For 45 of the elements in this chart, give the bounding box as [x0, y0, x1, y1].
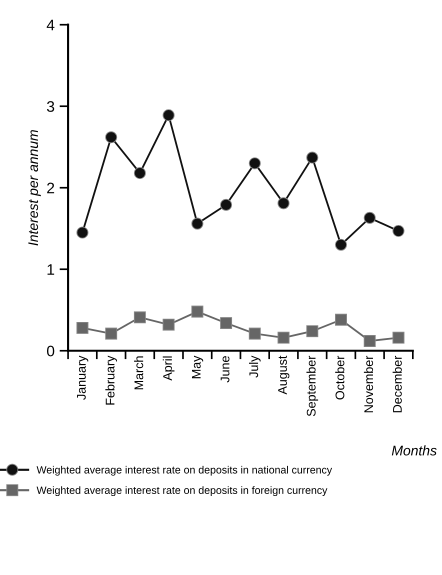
point — [248, 328, 261, 340]
x-tick-label: September — [306, 356, 318, 416]
point — [278, 197, 290, 210]
x-axis-title: Months — [392, 445, 437, 456]
x-tick-label: March — [134, 356, 144, 390]
point — [162, 318, 175, 331]
x-tick-label: April — [162, 356, 174, 381]
y-tick-label: 3 — [46, 101, 54, 112]
x-tick-label: May — [192, 356, 204, 378]
point — [364, 334, 376, 347]
point — [191, 306, 204, 318]
legend-label: Weighted average interest rate on deposits in national currency — [36, 466, 332, 476]
point — [191, 218, 204, 230]
y-axis-title: Interest per annum — [28, 130, 41, 246]
point — [335, 314, 347, 326]
x-tick-label: August — [278, 356, 290, 394]
point — [134, 167, 146, 180]
point — [248, 157, 261, 170]
y-tick-label: 1 — [48, 264, 54, 275]
point — [306, 152, 318, 164]
point — [105, 131, 118, 144]
point — [306, 325, 318, 338]
point — [392, 224, 404, 237]
point — [220, 317, 232, 330]
y-tick-label: 2 — [47, 182, 54, 194]
point — [392, 332, 404, 344]
point — [76, 322, 88, 334]
x-tick-label: October — [335, 356, 344, 400]
legend-label: Weighted average interest rate on deposits in foreign currency — [36, 486, 328, 496]
x-tick-label: July — [248, 356, 261, 378]
x-tick-label: November — [364, 356, 374, 412]
point — [278, 332, 290, 344]
x-tick-label: February — [105, 356, 117, 405]
x-tick-label: January — [77, 356, 88, 400]
x-tick-label: December — [392, 356, 402, 412]
point — [220, 198, 232, 211]
point — [162, 109, 175, 122]
x-tick-label: June — [220, 356, 230, 383]
y-tick-label: 4 — [46, 20, 54, 30]
point — [335, 238, 347, 251]
y-tick-label: 0 — [46, 346, 54, 356]
point — [76, 226, 88, 239]
point — [134, 311, 146, 324]
point — [105, 328, 118, 340]
point — [364, 212, 376, 224]
